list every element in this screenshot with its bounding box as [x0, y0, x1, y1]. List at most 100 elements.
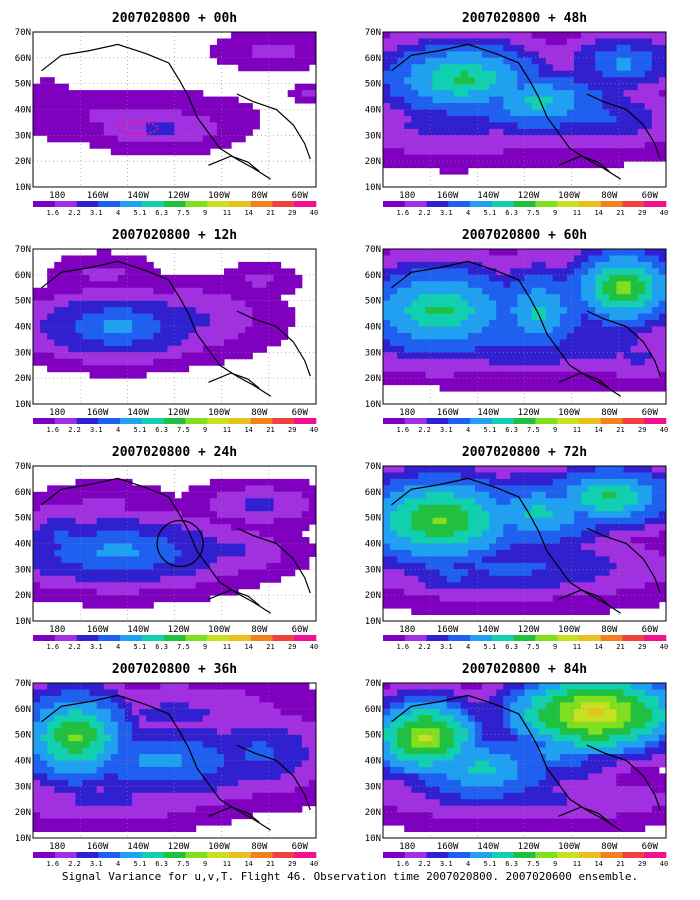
- x-tick-label: 180: [49, 625, 65, 635]
- field-cell: [651, 543, 660, 551]
- field-cell: [432, 358, 441, 366]
- field-cell: [139, 274, 147, 282]
- field-cell: [439, 122, 448, 130]
- field-cell: [404, 569, 412, 577]
- field-cell: [566, 384, 575, 392]
- field-cell: [460, 384, 469, 392]
- field-cell: [474, 57, 483, 65]
- field-cell: [581, 524, 589, 532]
- field-cell: [195, 358, 204, 366]
- field-cell: [474, 530, 483, 538]
- field-cell: [616, 57, 625, 65]
- field-cell: [146, 517, 154, 525]
- field-cell: [202, 715, 211, 723]
- field-cell: [174, 294, 183, 302]
- field-cell: [103, 491, 112, 499]
- field-cell: [453, 83, 462, 91]
- field-cell: [238, 326, 246, 334]
- field-cell: [167, 307, 175, 315]
- field-cell: [411, 115, 419, 123]
- field-cell: [588, 491, 596, 499]
- field-cell: [496, 115, 504, 123]
- field-cell: [503, 543, 511, 551]
- field-cell: [467, 294, 476, 302]
- field-cell: [482, 524, 490, 532]
- field-cell: [623, 524, 632, 532]
- field-cell: [404, 300, 412, 308]
- field-cell: [89, 332, 98, 340]
- field-cell: [383, 498, 391, 506]
- field-cell: [545, 32, 554, 39]
- field-cell: [252, 708, 260, 716]
- field-cell: [231, 537, 239, 544]
- field-cell: [595, 307, 603, 315]
- field-cell: [658, 148, 667, 156]
- field-cell: [503, 274, 511, 282]
- field-cell: [453, 294, 462, 302]
- field-cell: [609, 524, 617, 532]
- field-cell: [482, 64, 490, 72]
- field-cell: [252, 485, 260, 493]
- field-cell: [489, 83, 497, 91]
- field-cell: [89, 300, 98, 308]
- colorbar-swatch: [163, 201, 186, 207]
- field-cell: [54, 103, 62, 110]
- field-cell: [538, 466, 547, 473]
- field-cell: [195, 708, 204, 716]
- colorbar-label: 9: [553, 426, 557, 434]
- field-cell: [446, 588, 455, 596]
- field-cell: [538, 70, 547, 78]
- field-cell: [397, 281, 405, 289]
- field-cell: [538, 141, 547, 149]
- field-cell: [425, 339, 434, 347]
- field-cell: [216, 715, 225, 723]
- field-cell: [616, 320, 625, 327]
- field-cell: [110, 511, 119, 519]
- field-cell: [61, 582, 69, 590]
- field-cell: [474, 491, 483, 499]
- field-cell: [209, 294, 218, 302]
- field-cell: [174, 683, 183, 690]
- field-cell: [103, 326, 112, 334]
- field-cell: [446, 332, 455, 340]
- field-cell: [96, 741, 105, 749]
- field-cell: [566, 128, 575, 136]
- field-cell: [489, 300, 497, 308]
- field-cell: [252, 478, 260, 486]
- field-cell: [588, 249, 596, 256]
- field-cell: [510, 543, 518, 551]
- field-cell: [566, 582, 575, 590]
- field-cell: [425, 608, 434, 616]
- field-cell: [202, 128, 211, 136]
- field-cell: [216, 517, 225, 525]
- field-cell: [82, 504, 91, 512]
- y-tick-label: 30N: [365, 565, 381, 575]
- field-cell: [117, 365, 126, 373]
- field-cell: [489, 109, 497, 117]
- field-cell: [404, 498, 412, 506]
- field-cell: [82, 702, 91, 710]
- field-cell: [209, 485, 218, 493]
- colorbar-label: 40: [310, 643, 318, 651]
- field-cell: [195, 524, 204, 532]
- field-cell: [252, 307, 260, 315]
- field-cell: [294, 734, 303, 742]
- field-cell: [75, 695, 84, 703]
- field-cell: [89, 255, 98, 263]
- field-cell: [174, 96, 183, 104]
- field-cell: [397, 530, 405, 538]
- field-cell: [602, 109, 610, 117]
- field-cell: [139, 371, 147, 379]
- field-cell: [559, 352, 568, 360]
- coastline: [558, 155, 610, 172]
- field-cell: [188, 721, 197, 729]
- field-cell: [301, 721, 310, 729]
- field-cell: [616, 537, 625, 544]
- field-cell: [651, 511, 660, 519]
- field-cell: [390, 582, 398, 590]
- field-cell: [153, 741, 161, 749]
- field-cell: [61, 122, 69, 130]
- field-cell: [453, 384, 462, 392]
- field-cell: [146, 575, 154, 583]
- coastline: [208, 372, 260, 389]
